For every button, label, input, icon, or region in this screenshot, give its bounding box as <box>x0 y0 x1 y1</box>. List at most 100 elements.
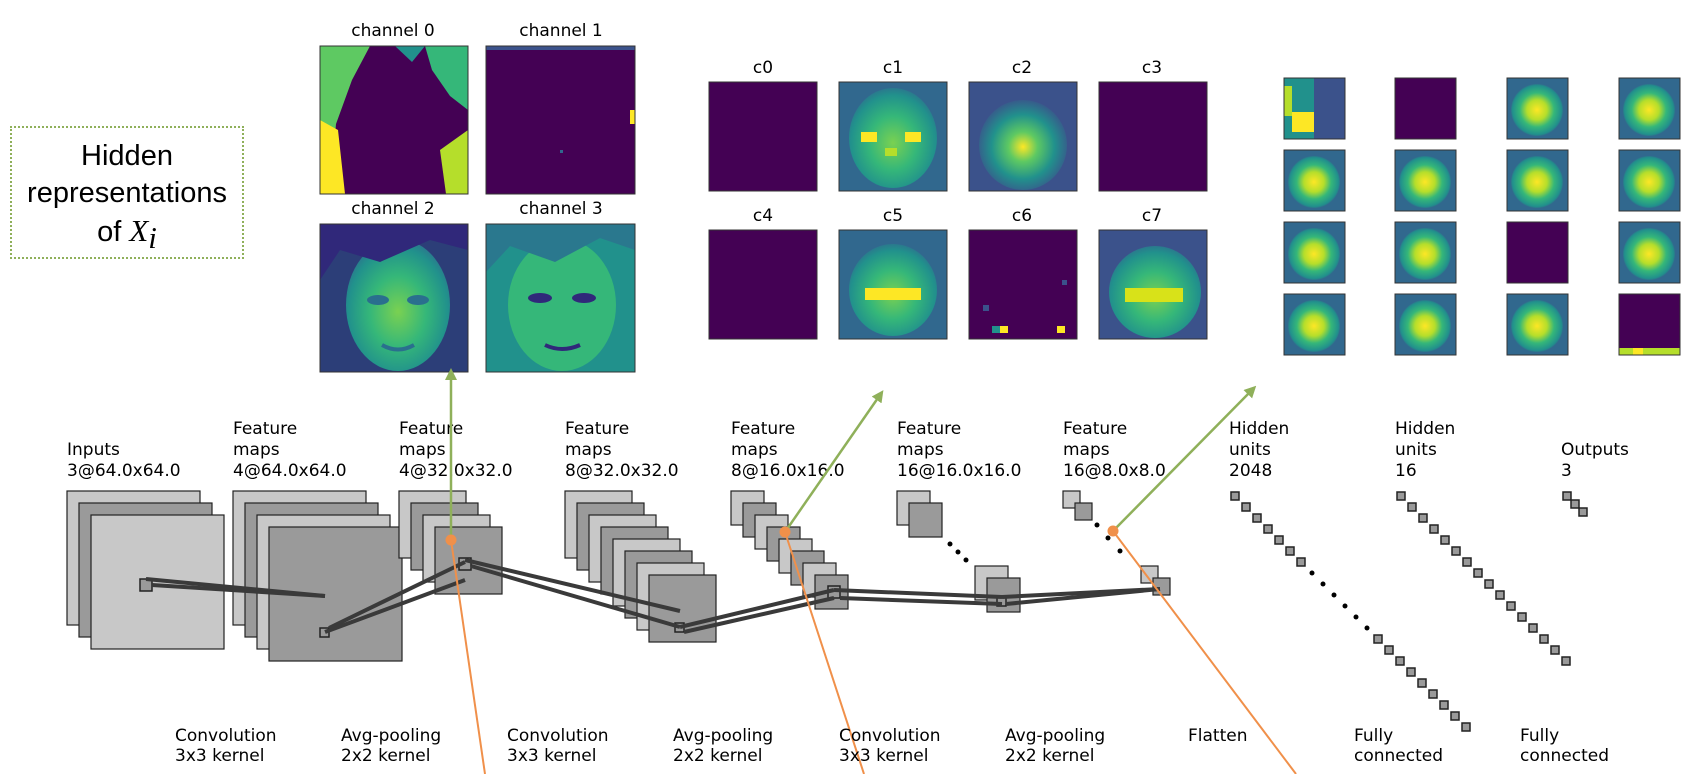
c0-image <box>708 81 818 192</box>
c5-title: c5 <box>883 206 903 226</box>
channel-2-image <box>319 223 469 373</box>
unit-square <box>1373 634 1383 644</box>
unit-square <box>1396 491 1406 501</box>
unit-square <box>1440 535 1450 545</box>
unit-square <box>1395 656 1405 666</box>
operation-label-4: Convolution 3x3 kernel <box>839 726 941 766</box>
c6-image <box>968 229 1078 340</box>
unit-square <box>1473 568 1483 578</box>
flatten-map-1-2 <box>1506 149 1569 212</box>
operation-label-6: Flatten <box>1188 726 1247 746</box>
feature-maps-1-stack <box>232 490 403 662</box>
unit-square <box>1428 689 1438 699</box>
layer-labels: Inputs 3@64.0x64.0 Feature maps 4@64.0x64.0 F… <box>67 419 1629 481</box>
layer-label-2: Feature maps 4@32.0x32.0 <box>399 419 513 481</box>
green-arrow-3 <box>1112 385 1257 532</box>
layer-label-1: Feature maps 4@64.0x64.0 <box>233 419 347 481</box>
layer-label-8: Hidden units 16 <box>1395 419 1455 481</box>
channel-panel: channel 0 channel 1 channel 2 channel 3 <box>319 21 636 373</box>
layer-label-line: Feature <box>399 419 463 439</box>
operation-line: Convolution <box>507 726 609 746</box>
channel-3-image <box>485 223 636 373</box>
operation-label-8: Fully connected <box>1520 726 1609 766</box>
unit-square <box>1418 513 1428 523</box>
unit-square <box>1451 546 1461 556</box>
layer-label-line: maps <box>1063 440 1110 460</box>
channel-1-image <box>485 45 636 195</box>
layer-label-line: maps <box>233 440 280 460</box>
layer-label-line: units <box>1229 440 1271 460</box>
flatten-map-3-0 <box>1283 293 1346 356</box>
attach-point-3 <box>1107 525 1119 537</box>
ellipsis-dot <box>1331 592 1337 598</box>
operation-line: 3x3 kernel <box>175 746 264 766</box>
flatten-map-0-2 <box>1506 77 1569 140</box>
inputs-stack <box>66 490 225 650</box>
operation-label-2: Convolution 3x3 kernel <box>507 726 609 766</box>
flatten-map-0-3 <box>1618 77 1681 140</box>
operation-line: 2x2 kernel <box>673 746 762 766</box>
unit-square <box>1461 722 1471 732</box>
operation-line: Fully <box>1520 726 1559 746</box>
c0-title: c0 <box>753 58 773 78</box>
c6-title: c6 <box>1012 206 1032 226</box>
c2-title: c2 <box>1012 58 1032 78</box>
flatten-map-1-3 <box>1618 149 1681 212</box>
hidden-line-1: Hidden <box>81 140 173 172</box>
channel-1-title: channel 1 <box>519 21 603 41</box>
unit-square <box>1429 524 1439 534</box>
layer-label-line: Hidden <box>1229 419 1289 439</box>
layer-label-line: Inputs <box>67 440 120 460</box>
attach-points <box>445 525 1119 546</box>
unit-square <box>1407 502 1417 512</box>
unit-square <box>1562 491 1572 501</box>
layer-label-line: maps <box>565 440 612 460</box>
layer-label-line: 8@32.0x32.0 <box>565 461 679 481</box>
flatten-map-0-0 <box>1283 77 1346 140</box>
operation-line: 2x2 kernel <box>1005 746 1094 766</box>
layer-label-6: Feature maps 16@8.0x8.0 <box>1063 419 1166 481</box>
layer-label-line: Feature <box>731 419 795 439</box>
unit-square <box>1462 557 1472 567</box>
c3-image <box>1098 81 1208 192</box>
orange-lines <box>450 530 1297 774</box>
layer-label-line: Feature <box>897 419 961 439</box>
unit-square <box>1561 656 1571 666</box>
unit-square <box>1263 524 1273 534</box>
outputs-units <box>1562 491 1588 517</box>
unit-square <box>1570 499 1580 509</box>
unit-square <box>1578 507 1588 517</box>
unit-square <box>1241 502 1251 512</box>
unit-square <box>1450 711 1460 721</box>
layer-label-line: Feature <box>1063 419 1127 439</box>
c1-image <box>838 81 948 192</box>
c4-title: c4 <box>753 206 773 226</box>
hidden-representations-label: Hidden representations of Xi <box>12 138 242 256</box>
x-symbol: X <box>129 213 149 248</box>
c-maps-panel: c0 c1 c2 c3 c4 c5 c6 c7 <box>708 58 1208 340</box>
hidden-representations-box: Hidden representations of Xi <box>10 126 244 259</box>
c2-image <box>968 81 1078 192</box>
hidden-units-16 <box>1396 491 1571 666</box>
layer-label-3: Feature maps 8@32.0x32.0 <box>565 419 679 481</box>
channel-2-title: channel 2 <box>351 199 435 219</box>
unit-square <box>1539 634 1549 644</box>
attach-point-1 <box>445 534 457 546</box>
layer-label-0: Inputs 3@64.0x64.0 <box>67 440 181 481</box>
layer-label-line: 16@8.0x8.0 <box>1063 461 1166 481</box>
layer-label-4: Feature maps 8@16.0x16.0 <box>731 419 845 481</box>
feature-maps-3-stack <box>564 490 717 643</box>
ellipsis-dot <box>1353 614 1359 620</box>
unit-square <box>1517 612 1527 622</box>
operation-line: 3x3 kernel <box>507 746 596 766</box>
layer-label-5: Feature maps 16@16.0x16.0 <box>897 419 1021 481</box>
unit-square <box>1252 513 1262 523</box>
unit-square <box>1230 491 1240 501</box>
c3-title: c3 <box>1142 58 1162 78</box>
unit-square <box>1528 623 1538 633</box>
layer-label-line: maps <box>897 440 944 460</box>
flatten-map-1-0 <box>1283 149 1346 212</box>
layer-label-line: 16@16.0x16.0 <box>897 461 1021 481</box>
unit-square <box>1274 535 1284 545</box>
